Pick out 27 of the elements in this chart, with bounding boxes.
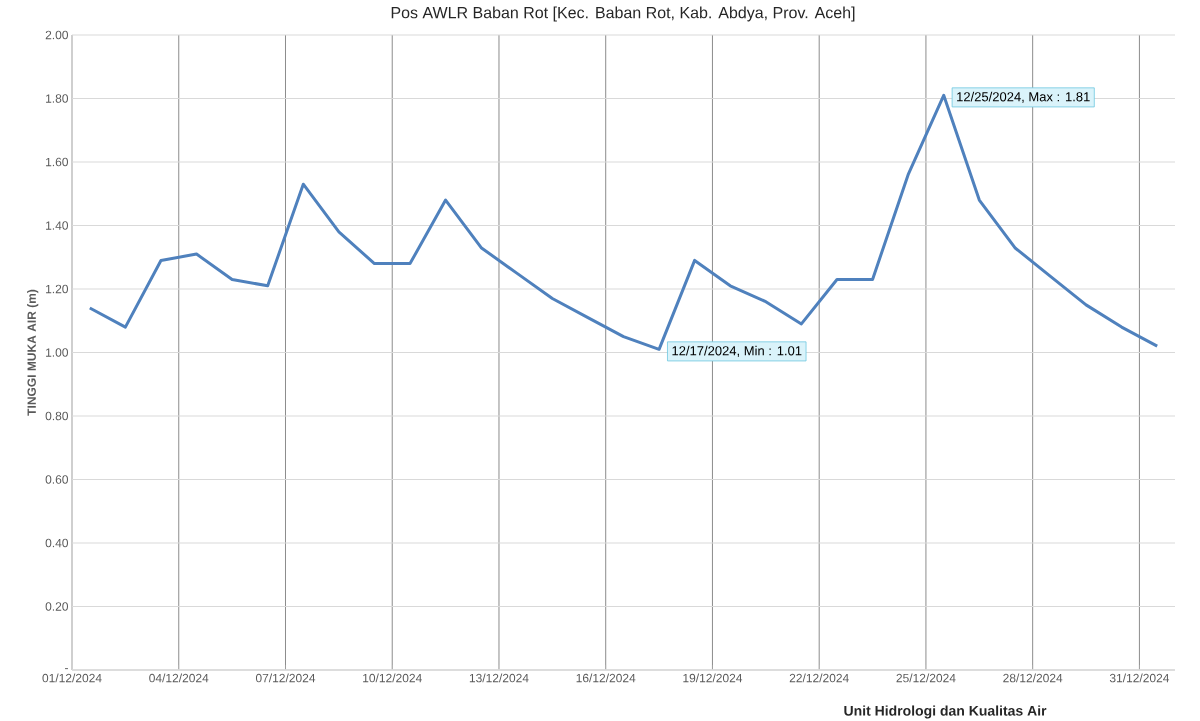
y-tick-label: 1.00 <box>46 348 69 357</box>
chart-title: Pos AWLR Baban Rot [Kec. Baban Rot, Kab. Abdya, Prov. Aceh] <box>391 6 855 22</box>
y-tick-label: 1.60 <box>46 157 69 167</box>
x-tick-label: 31/12/2024 <box>1109 673 1170 683</box>
y-tick-label: 0.80 <box>45 411 69 421</box>
y-tick-label: 0.40 <box>45 538 69 548</box>
x-tick-label: 22/12/2024 <box>789 673 849 683</box>
y-tick-label: 2.00 <box>45 30 69 40</box>
x-tick-label: 16/12/2024 <box>576 673 636 683</box>
y-tick-label: 0.20 <box>45 602 69 611</box>
y-axis-title: TINGGI MUKA AIR (m) <box>27 289 39 416</box>
y-tick-label: 1.80 <box>46 94 69 103</box>
text: Unit Hidrologi dan Kualitas Air <box>844 705 1047 719</box>
x-tick-label: 10/12/2024 <box>363 673 422 683</box>
x-tick-label: 04/12/2024 <box>149 673 209 683</box>
y-tick-label: - <box>65 668 68 670</box>
annotation: 12/25/2024, Max : 1.81 <box>957 91 1090 103</box>
x-tick-label: 13/12/2024 <box>469 673 529 683</box>
x-tick-label: 01/12/2024 <box>42 673 102 683</box>
x-tick-label: 19/12/2024 <box>683 673 743 683</box>
y-tick-label: 0.60 <box>45 475 69 484</box>
x-tick-label: 07/12/2024 <box>255 673 316 683</box>
y-tick-label: 1.20 <box>46 284 69 294</box>
annotation: 12/17/2024, Min : 1.01 <box>672 345 802 357</box>
y-tick-label: 1.40 <box>46 221 69 230</box>
x-tick-label: 28/12/2024 <box>1003 673 1063 683</box>
x-tick-label: 25/12/2024 <box>896 673 956 683</box>
